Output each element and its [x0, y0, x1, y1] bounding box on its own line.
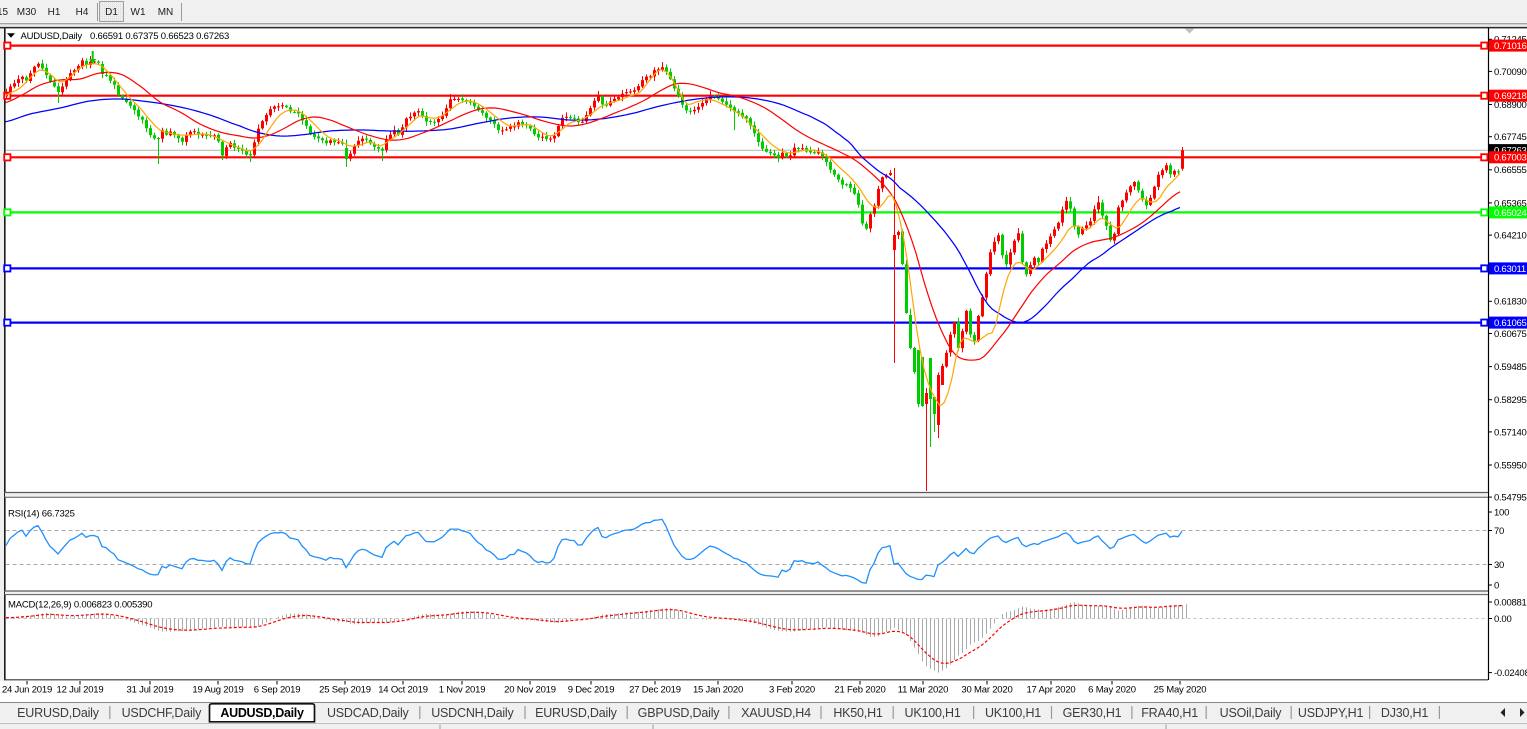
svg-text:31 Jul 2019: 31 Jul 2019 [127, 685, 174, 696]
svg-text:0.64210: 0.64210 [1494, 231, 1527, 242]
svg-text:0.54795: 0.54795 [1494, 493, 1527, 504]
svg-text:XAUUSD,H4: XAUUSD,H4 [741, 706, 811, 720]
svg-text:W1: W1 [131, 7, 146, 18]
svg-text:3 Feb 2020: 3 Feb 2020 [769, 685, 815, 696]
svg-text:0.67003: 0.67003 [1494, 153, 1527, 164]
svg-text:6 May 2020: 6 May 2020 [1088, 685, 1136, 696]
svg-text:19 Aug 2019: 19 Aug 2019 [192, 685, 243, 696]
svg-text:EURUSD,Daily: EURUSD,Daily [535, 706, 618, 720]
svg-text:USDJPY,H1: USDJPY,H1 [1298, 706, 1364, 720]
svg-text:GER30,H1: GER30,H1 [1063, 706, 1122, 720]
svg-text:0.66555: 0.66555 [1494, 165, 1527, 176]
svg-text:H1: H1 [48, 7, 61, 18]
svg-text:27 Dec 2019: 27 Dec 2019 [629, 685, 681, 696]
svg-text:15 Jan 2020: 15 Jan 2020 [693, 685, 743, 696]
svg-text:21 Feb 2020: 21 Feb 2020 [834, 685, 885, 696]
svg-text:0.008815: 0.008815 [1494, 597, 1527, 608]
svg-text:D1: D1 [105, 7, 118, 18]
svg-text:0.55950: 0.55950 [1494, 460, 1527, 471]
svg-text:0.68900: 0.68900 [1494, 100, 1527, 111]
svg-text:14 Oct 2019: 14 Oct 2019 [378, 685, 428, 696]
svg-text:20 Nov 2019: 20 Nov 2019 [504, 685, 556, 696]
svg-text:0.63011: 0.63011 [1494, 264, 1526, 275]
svg-text:EURUSD,Daily: EURUSD,Daily [17, 706, 100, 720]
svg-text:24 Jun 2019: 24 Jun 2019 [2, 685, 52, 696]
svg-text:UK100,H1: UK100,H1 [985, 706, 1041, 720]
svg-text:0.61065: 0.61065 [1494, 318, 1527, 329]
svg-text:USOil,Daily: USOil,Daily [1220, 706, 1283, 720]
svg-text:USDCHF,Daily: USDCHF,Daily [122, 706, 203, 720]
svg-text:GBPUSD,Daily: GBPUSD,Daily [638, 706, 721, 720]
svg-text:0.61830: 0.61830 [1494, 297, 1527, 308]
svg-text:0.70090: 0.70090 [1494, 67, 1527, 78]
svg-text:0.69218: 0.69218 [1494, 91, 1527, 102]
svg-text:15: 15 [0, 7, 9, 18]
svg-text:HK50,H1: HK50,H1 [833, 706, 883, 720]
svg-text:100: 100 [1494, 507, 1509, 518]
svg-text:12 Jul 2019: 12 Jul 2019 [57, 685, 104, 696]
svg-text:M30: M30 [17, 7, 37, 18]
svg-text:RSI(14) 66.7325: RSI(14) 66.7325 [8, 509, 75, 520]
svg-text:0.59485: 0.59485 [1494, 362, 1527, 373]
svg-text:9 Dec 2019: 9 Dec 2019 [568, 685, 615, 696]
svg-text:1 Nov 2019: 1 Nov 2019 [439, 685, 486, 696]
svg-text:0.00: 0.00 [1494, 614, 1512, 625]
svg-text:25 May 2020: 25 May 2020 [1154, 685, 1207, 696]
svg-text:0.66591 0.67375 0.66523 0.6726: 0.66591 0.67375 0.66523 0.67263 [90, 31, 229, 42]
svg-text:UK100,H1: UK100,H1 [905, 706, 961, 720]
svg-text:MACD(12,26,9) 0.006823 0.00539: MACD(12,26,9) 0.006823 0.005390 [8, 600, 152, 611]
svg-text:0.65365: 0.65365 [1494, 198, 1527, 209]
svg-text:0.57140: 0.57140 [1494, 427, 1527, 438]
svg-text:MN: MN [158, 7, 174, 18]
svg-text:0.67263: 0.67263 [1494, 146, 1527, 157]
svg-text:FRA40,H1: FRA40,H1 [1141, 706, 1198, 720]
svg-text:0: 0 [1494, 580, 1499, 591]
svg-text:USDCNH,Daily: USDCNH,Daily [431, 706, 514, 720]
svg-text:11 Mar 2020: 11 Mar 2020 [898, 685, 948, 696]
svg-text:30: 30 [1494, 560, 1504, 571]
svg-text:DJ30,H1: DJ30,H1 [1381, 706, 1428, 720]
svg-text:0.71016: 0.71016 [1494, 41, 1527, 52]
svg-text:0.58295: 0.58295 [1494, 395, 1527, 406]
svg-text:6 Sep 2019: 6 Sep 2019 [254, 685, 301, 696]
svg-text:AUDUSD,Daily: AUDUSD,Daily [220, 706, 304, 720]
svg-text:70: 70 [1494, 526, 1504, 537]
svg-text:0.60675: 0.60675 [1494, 329, 1527, 340]
svg-text:-0.02408: -0.02408 [1494, 668, 1527, 679]
svg-text:25 Sep 2019: 25 Sep 2019 [319, 685, 371, 696]
svg-text:17 Apr 2020: 17 Apr 2020 [1026, 685, 1075, 696]
svg-text:0.67745: 0.67745 [1494, 132, 1527, 143]
svg-text:30 Mar 2020: 30 Mar 2020 [961, 685, 1012, 696]
svg-text:USDCAD,Daily: USDCAD,Daily [327, 706, 410, 720]
svg-text:AUDUSD,Daily: AUDUSD,Daily [21, 31, 83, 42]
svg-text:H4: H4 [76, 7, 89, 18]
svg-text:0.65024: 0.65024 [1494, 208, 1527, 219]
